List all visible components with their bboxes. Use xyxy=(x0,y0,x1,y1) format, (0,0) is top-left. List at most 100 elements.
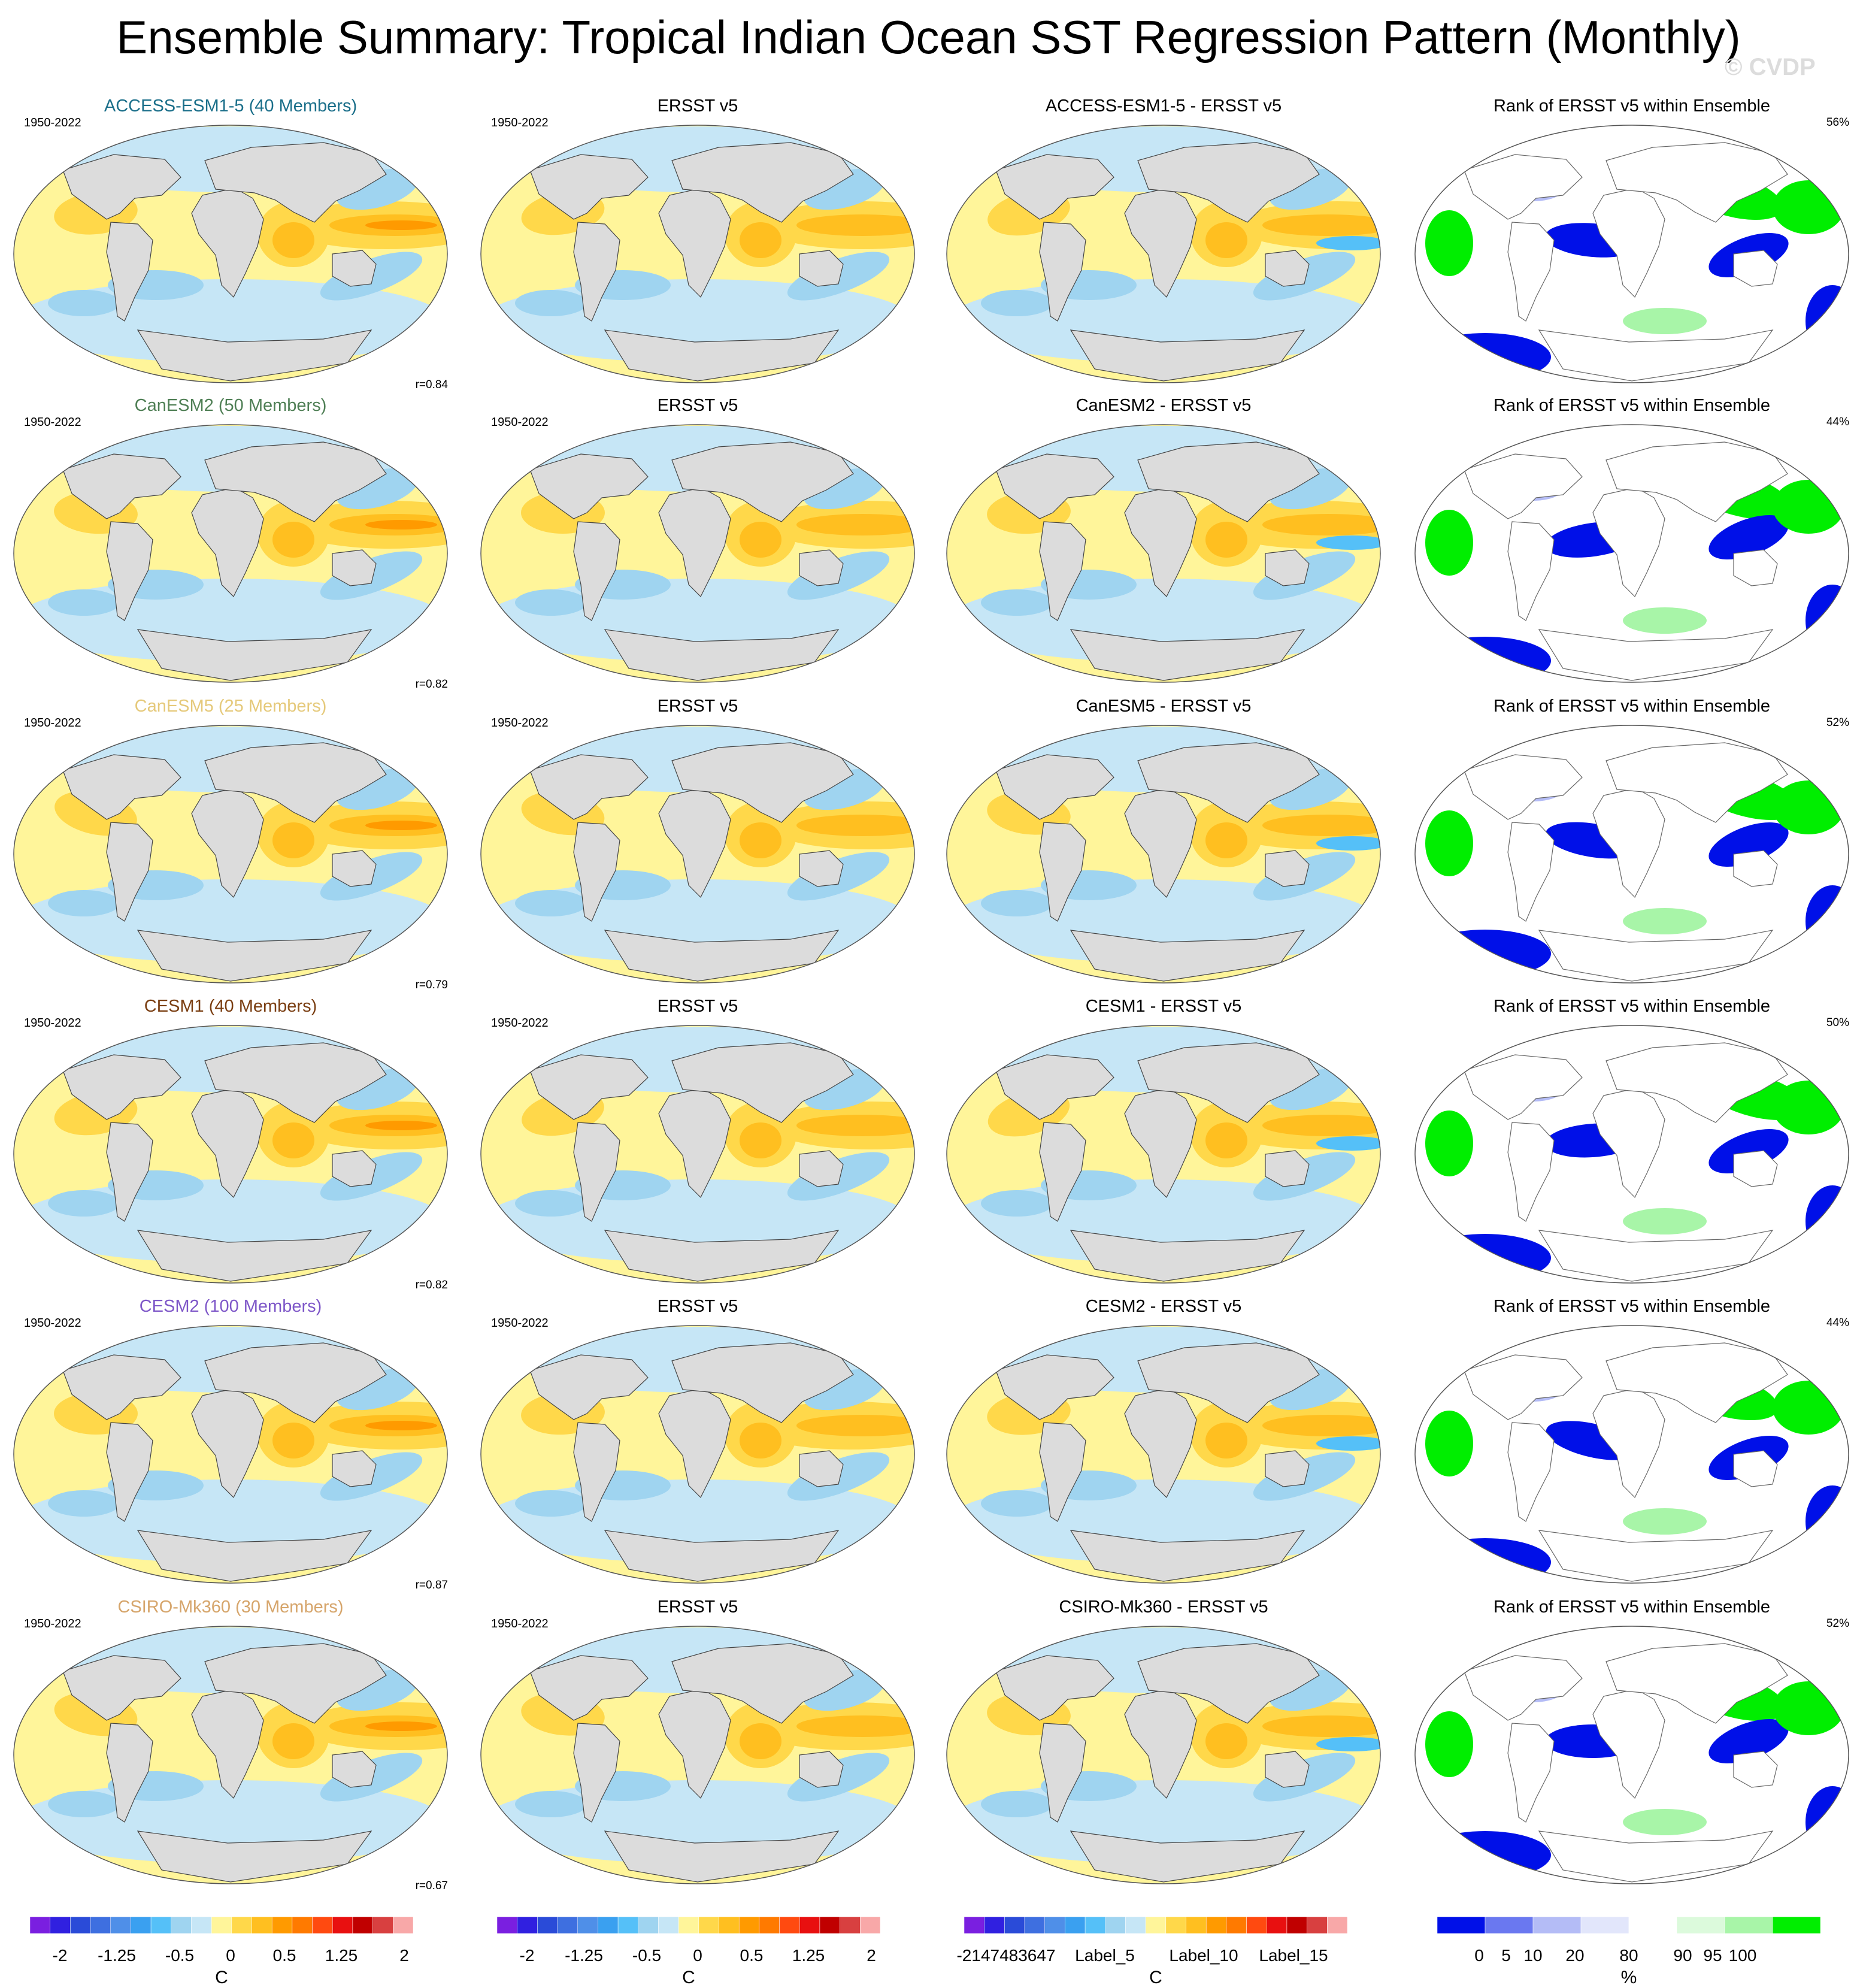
colorbar-swatch xyxy=(1065,1916,1086,1934)
colorbar-swatch xyxy=(1286,1916,1307,1934)
regression-map xyxy=(13,1025,448,1284)
rank-map xyxy=(1414,125,1849,383)
rank-title: Rank of ERSST v5 within Ensemble xyxy=(1493,1297,1771,1316)
colorbar-swatch xyxy=(1327,1916,1348,1934)
colorbar-unit: C xyxy=(682,1968,695,1987)
colorbar-swatch xyxy=(1628,1916,1677,1934)
rank-title: Rank of ERSST v5 within Ensemble xyxy=(1493,96,1771,116)
colorbar-swatch xyxy=(70,1916,91,1934)
year-range: 1950-2022 xyxy=(24,1317,81,1330)
colorbar-swatch xyxy=(292,1916,313,1934)
rank-percent: 56% xyxy=(1826,116,1849,129)
regression-map xyxy=(946,424,1381,683)
colorbar-tick-label: 5 xyxy=(1501,1946,1511,1965)
colorbar-swatch xyxy=(1246,1916,1267,1934)
obs-title: ERSST v5 xyxy=(657,997,738,1016)
year-range: 1950-2022 xyxy=(24,716,81,730)
model-title: CSIRO-Mk360 (30 Members) xyxy=(117,1597,344,1617)
colorbar-swatch xyxy=(312,1916,333,1934)
year-range: 1950-2022 xyxy=(491,116,549,129)
year-range: 1950-2022 xyxy=(24,1617,81,1630)
colorbar-tick-label: -2 xyxy=(52,1946,68,1965)
colorbar-swatch xyxy=(860,1916,881,1934)
panel-diff: CSIRO-Mk360 - ERSST v5 xyxy=(945,1597,1382,1896)
colorbar-swatches xyxy=(964,1916,1348,1934)
colorbar-swatch xyxy=(738,1916,760,1934)
panel-model: CSIRO-Mk360 (30 Members) 1950-2022 r=0.67 xyxy=(12,1597,449,1896)
panel-rank: Rank of ERSST v5 within Ensemble 52% xyxy=(1413,1597,1850,1896)
rank-percent: 52% xyxy=(1826,716,1849,729)
rank-map xyxy=(1414,1325,1849,1584)
colorbar-swatches xyxy=(1437,1916,1821,1934)
pattern-correlation: r=0.67 xyxy=(415,1880,448,1892)
regression-map xyxy=(946,1325,1381,1584)
regression-map xyxy=(13,424,448,683)
colorbar-swatches xyxy=(29,1916,414,1934)
panel-obs: ERSST v5 1950-2022 xyxy=(479,1597,916,1896)
colorbar-swatch xyxy=(517,1916,538,1934)
colorbar-swatch xyxy=(1485,1916,1534,1934)
regression-map xyxy=(480,125,915,383)
rank-title: Rank of ERSST v5 within Ensemble xyxy=(1493,997,1771,1016)
panel-model: CESM1 (40 Members) 1950-2022 r=0.82 xyxy=(12,996,449,1296)
colorbar-swatch xyxy=(598,1916,619,1934)
colorbar-swatch xyxy=(231,1916,252,1934)
colorbar-tick-label: 20 xyxy=(1565,1946,1585,1965)
colorbar-swatch xyxy=(617,1916,639,1934)
colorbar-swatch xyxy=(678,1916,699,1934)
rank-map xyxy=(1414,725,1849,984)
obs-title: ERSST v5 xyxy=(657,1597,738,1617)
colorbar-swatch xyxy=(1084,1916,1106,1934)
rank-map xyxy=(1414,1025,1849,1284)
panel-diff: ACCESS-ESM1-5 - ERSST v5 xyxy=(945,96,1382,395)
panel-diff: CESM2 - ERSST v5 xyxy=(945,1296,1382,1596)
colorbar-unit: C xyxy=(215,1968,228,1987)
colorbar-swatch xyxy=(1437,1916,1486,1934)
colorbar-tick-label: -0.5 xyxy=(165,1946,195,1965)
colorbar-swatch xyxy=(1044,1916,1065,1934)
regression-map xyxy=(946,125,1381,383)
obs-title: ERSST v5 xyxy=(657,1297,738,1316)
colorbar-swatch xyxy=(131,1916,152,1934)
panel-rank: Rank of ERSST v5 within Ensemble 44% xyxy=(1413,1296,1850,1596)
colorbar-labels: -2147483647 Label_5 Label_10 Label_15 xyxy=(956,1946,1353,1966)
difference-title: CESM1 - ERSST v5 xyxy=(1085,997,1242,1016)
pattern-correlation: r=0.87 xyxy=(415,1579,448,1591)
panel-obs: ERSST v5 1950-2022 xyxy=(479,96,916,395)
colorbar-tick-label: 0.5 xyxy=(272,1946,296,1965)
year-range: 1950-2022 xyxy=(24,116,81,129)
panel-diff: CanESM5 - ERSST v5 xyxy=(945,696,1382,995)
panel-model: CanESM5 (25 Members) 1950-2022 r=0.79 xyxy=(12,696,449,995)
panel-obs: ERSST v5 1950-2022 xyxy=(479,696,916,995)
model-title: ACCESS-ESM1-5 (40 Members) xyxy=(104,96,358,116)
colorbar-tick-label: 2 xyxy=(867,1946,876,1965)
regression-map xyxy=(13,1325,448,1584)
rank-map xyxy=(1414,424,1849,683)
panel-rank: Rank of ERSST v5 within Ensemble 56% xyxy=(1413,96,1850,395)
year-range: 1950-2022 xyxy=(24,416,81,429)
rank-title: Rank of ERSST v5 within Ensemble xyxy=(1493,1597,1771,1617)
colorbar-swatch xyxy=(90,1916,111,1934)
colorbar-labels: -2 -1.25 -0.5 0 0.5 1.25 2 xyxy=(491,1946,886,1966)
colorbar-tick-label: Label_10 xyxy=(1169,1946,1238,1965)
regression-map xyxy=(480,1325,915,1584)
colorbar-swatch xyxy=(211,1916,232,1934)
colorbar-swatch xyxy=(252,1916,272,1934)
panel-obs: ERSST v5 1950-2022 xyxy=(479,996,916,1296)
colorbar-swatch xyxy=(638,1916,659,1934)
colorbar-tick-label: Label_15 xyxy=(1259,1946,1328,1965)
regression-map xyxy=(480,1025,915,1284)
colorbar-swatch xyxy=(29,1916,50,1934)
panel-obs: ERSST v5 1950-2022 xyxy=(479,395,916,695)
obs-title: ERSST v5 xyxy=(657,396,738,415)
year-range: 1950-2022 xyxy=(491,1317,549,1330)
year-range: 1950-2022 xyxy=(491,1617,549,1630)
panel-rank: Rank of ERSST v5 within Ensemble 44% xyxy=(1413,395,1850,695)
colorbar-swatch xyxy=(352,1916,373,1934)
colorbar-tick-label: 80 xyxy=(1619,1946,1638,1965)
colorbar-swatch xyxy=(1307,1916,1328,1934)
colorbar-tick-label: -2147483647 xyxy=(956,1946,1056,1965)
colorbar-tick-label: 0 xyxy=(693,1946,702,1965)
colorbar-swatch xyxy=(577,1916,598,1934)
regression-map xyxy=(480,725,915,984)
